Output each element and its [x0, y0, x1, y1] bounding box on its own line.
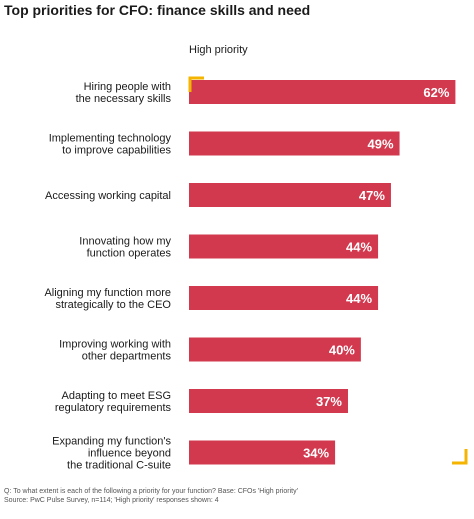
bar	[189, 337, 361, 362]
category-label: Hiring people with the necessary skills	[76, 81, 172, 105]
footnote-source: Source: PwC Pulse Survey, n=114; 'High p…	[4, 497, 219, 504]
bar	[189, 80, 456, 104]
category-label: Adapting to meet ESG regulatory requireme…	[55, 390, 172, 414]
bar-value-label: 44%	[346, 240, 372, 255]
bar-value-label: 40%	[329, 343, 355, 358]
category-label: Implementing technology to improve capabi…	[49, 133, 172, 157]
bar-value-label: 44%	[346, 291, 372, 306]
corner-bracket-bottom-right	[452, 449, 468, 465]
bar	[189, 286, 379, 310]
category-label: Innovating how my function operates	[79, 236, 171, 260]
legend-label: High priority	[189, 44, 248, 56]
category-label: Improving working with other departments	[59, 339, 171, 363]
bar	[189, 183, 391, 207]
bar	[189, 440, 336, 465]
bar	[189, 389, 348, 413]
category-label: Accessing working capital	[45, 190, 171, 202]
footnote-question: Q: To what extent is each of the followi…	[4, 488, 298, 495]
footnote: Q: To what extent is each of the followi…	[4, 487, 470, 505]
bar-value-label: 37%	[316, 394, 342, 409]
bar-value-label: 47%	[359, 188, 385, 203]
bar	[189, 131, 400, 156]
bar-value-label: 62%	[423, 85, 449, 100]
bar	[189, 234, 379, 259]
bar-value-label: 49%	[368, 137, 394, 152]
bar-value-label: 34%	[303, 446, 329, 461]
category-label: Aligning my function more strategically t…	[44, 287, 171, 311]
corner-bracket-top-left	[188, 76, 204, 92]
chart-title: Top priorities for CFO: finance skills a…	[4, 2, 311, 18]
category-label: Expanding my function's influence beyond t…	[52, 436, 171, 472]
